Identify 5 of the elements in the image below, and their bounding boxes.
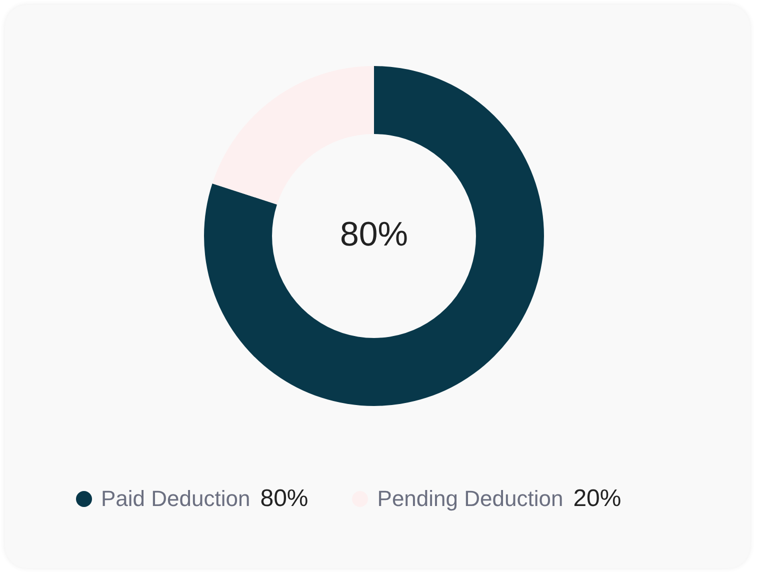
- legend-label: Pending Deduction: [377, 486, 564, 512]
- data-label: 80%: [260, 485, 308, 513]
- legend-label: Paid Deduction: [101, 486, 250, 512]
- text: 80%: [340, 215, 408, 254]
- data-label: 20%: [573, 485, 622, 513]
